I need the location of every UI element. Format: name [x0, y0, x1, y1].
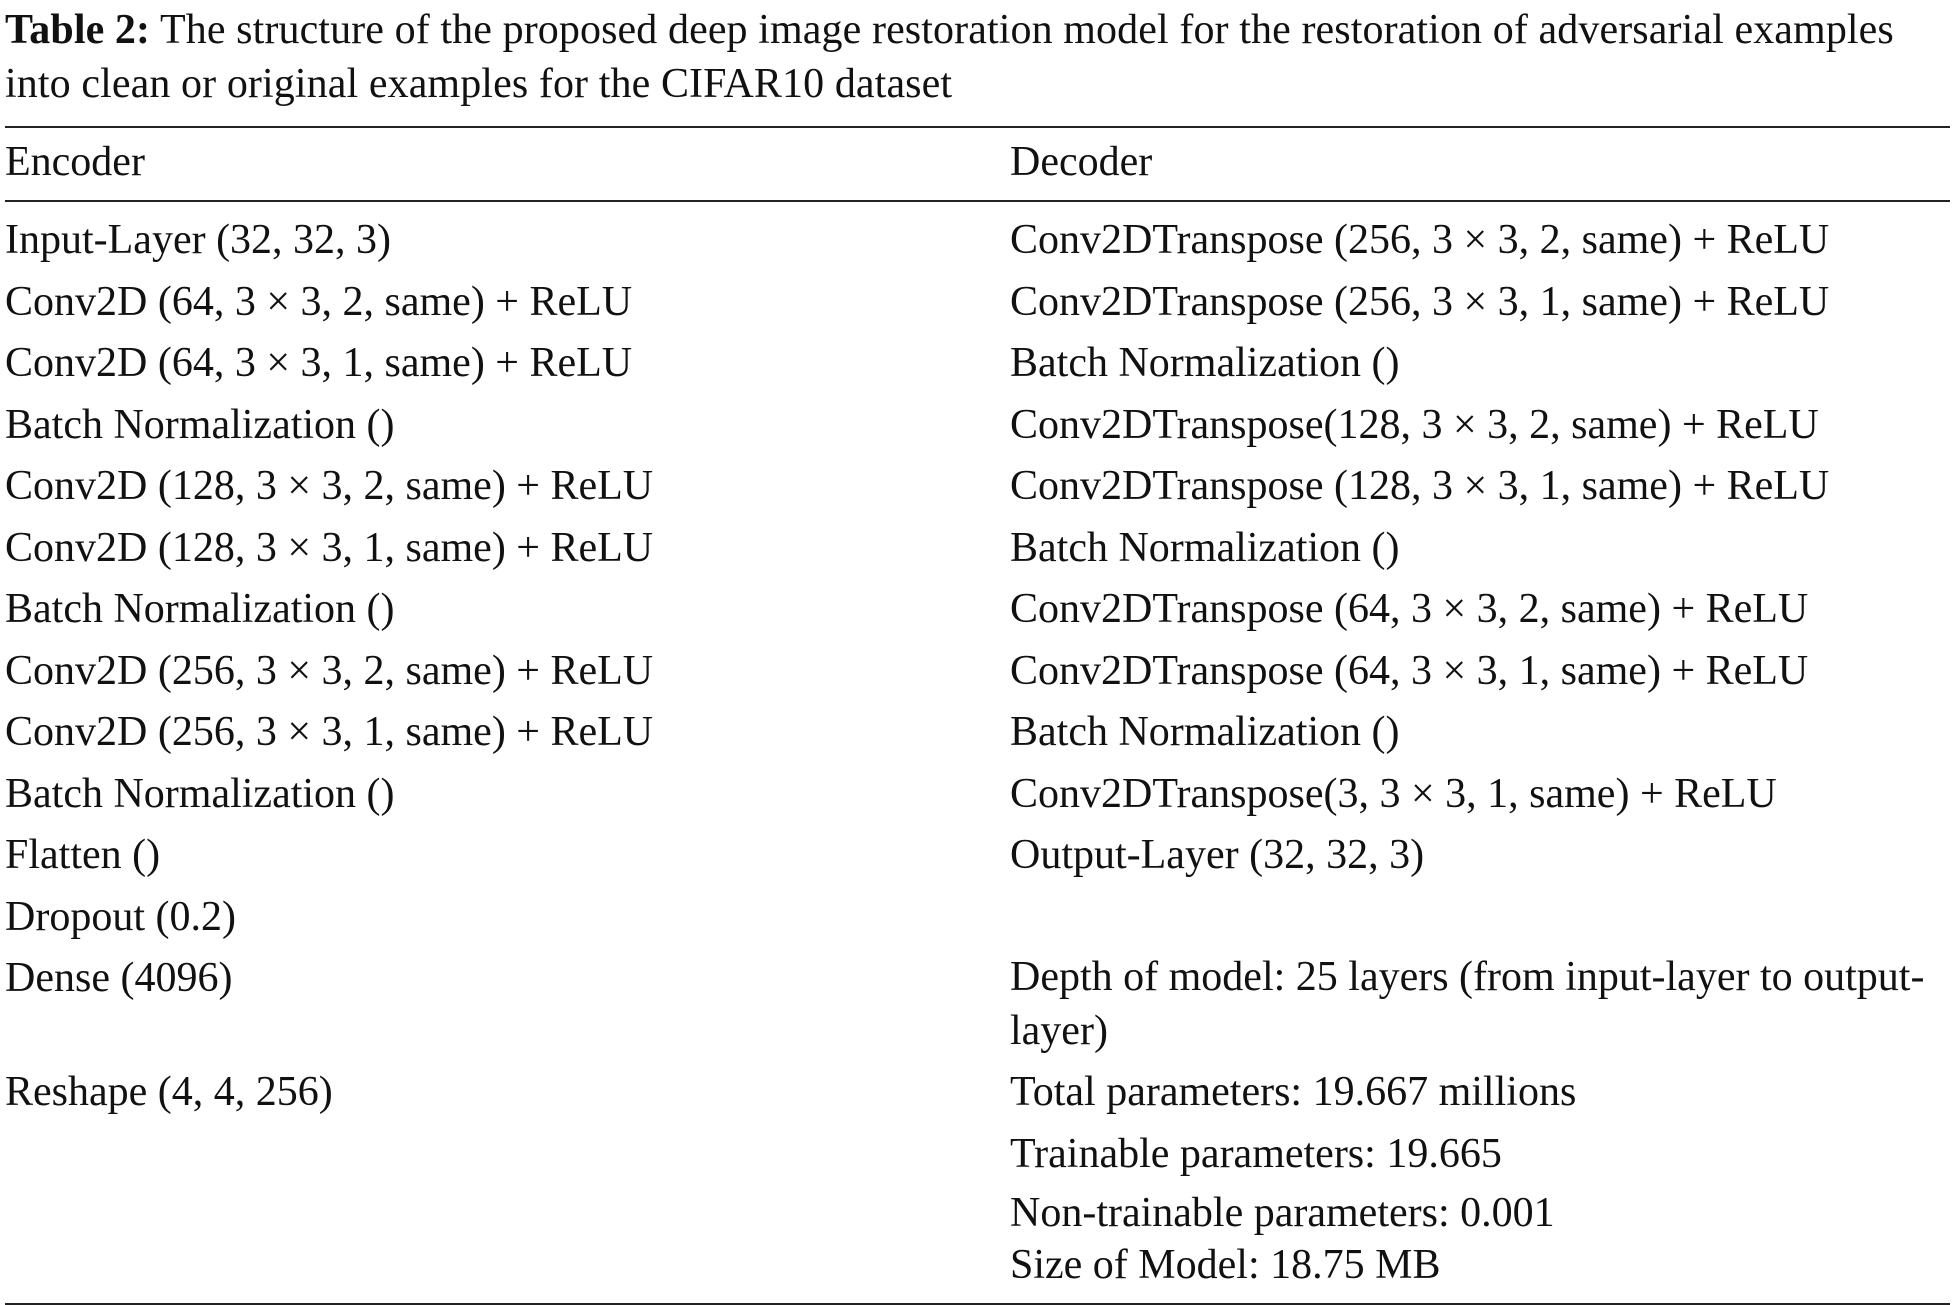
table-row: Input-Layer (32, 32, 3) Conv2DTranspose … — [5, 201, 1950, 274]
decoder-cell: Trainable parameters: 19.665 — [1010, 1130, 1502, 1177]
decoder-line-model-size: Size of Model: 18.75 MB — [1010, 1242, 1441, 1288]
decoder-cell: Depth of model: 25 layers (from input-la… — [1010, 954, 1925, 1054]
table-row: Reshape (4, 4, 256) Total parameters: 19… — [5, 1064, 1950, 1126]
encoder-cell: Conv2D (256, 3 × 3, 2, same) + ReLU — [5, 647, 654, 694]
table-row: Dense (4096) Depth of model: 25 layers (… — [5, 950, 1950, 1064]
table-row: Conv2D (256, 3 × 3, 2, same) + ReLU Conv… — [5, 643, 1950, 705]
encoder-cell: Input-Layer (32, 32, 3) — [5, 217, 392, 263]
header-encoder: Encoder — [5, 128, 1010, 202]
encoder-cell — [5, 1126, 1010, 1188]
decoder-cell: Conv2DTranspose(3, 3 × 3, 1, same) + ReL… — [1010, 770, 1777, 817]
encoder-cell: Conv2D (64, 3 × 3, 1, same) + ReLU — [5, 340, 633, 386]
decoder-cell: Conv2DTranspose (256, 3 × 3, 1, same) + … — [1010, 278, 1830, 325]
table-header-row: Encoder Decoder — [5, 128, 1950, 202]
encoder-cell: Dense (4096) — [5, 955, 233, 1001]
encoder-cell: Conv2D (64, 3 × 3, 2, same) + ReLU — [5, 278, 633, 325]
table-row: Batch Normalization () Conv2DTranspose(1… — [5, 397, 1950, 459]
header-decoder: Decoder — [1010, 128, 1950, 202]
table-row: Batch Normalization () Conv2DTranspose(3… — [5, 766, 1950, 828]
table-caption: Table 2: The structure of the proposed d… — [5, 0, 1950, 111]
table-row: Conv2D (128, 3 × 3, 2, same) + ReLU Conv… — [5, 458, 1950, 520]
table-row: Conv2D (256, 3 × 3, 1, same) + ReLU Batc… — [5, 704, 1950, 766]
table-row: Conv2D (64, 3 × 3, 1, same) + ReLU Batch… — [5, 335, 1950, 397]
table-row: Conv2D (128, 3 × 3, 1, same) + ReLU Batc… — [5, 520, 1950, 582]
encoder-cell: Conv2D (128, 3 × 3, 2, same) + ReLU — [5, 463, 654, 509]
table-row: Batch Normalization () Conv2DTranspose (… — [5, 581, 1950, 643]
encoder-cell: Dropout (0.2) — [5, 893, 236, 940]
decoder-cell: Output-Layer (32, 32, 3) — [1010, 832, 1425, 878]
encoder-cell — [5, 1187, 1010, 1297]
decoder-cell: Conv2DTranspose (64, 3 × 3, 2, same) + R… — [1010, 586, 1809, 632]
table-bottom-rule — [5, 1303, 1950, 1305]
model-structure-table: Encoder Decoder Input-Layer (32, 32, 3) … — [5, 128, 1950, 1297]
paper-page: Table 2: The structure of the proposed d… — [5, 0, 1950, 1305]
encoder-cell: Batch Normalization () — [5, 770, 395, 817]
decoder-cell: Conv2DTranspose(128, 3 × 3, 2, same) + R… — [1010, 401, 1819, 448]
decoder-cell — [1010, 889, 1950, 951]
decoder-cell: Non-trainable parameters: 0.001 Size of … — [1010, 1187, 1950, 1297]
decoder-cell: Batch Normalization () — [1010, 709, 1400, 755]
encoder-cell: Conv2D (128, 3 × 3, 1, same) + ReLU — [5, 524, 654, 571]
table-row: Conv2D (64, 3 × 3, 2, same) + ReLU Conv2… — [5, 274, 1950, 336]
decoder-cell: Conv2DTranspose (128, 3 × 3, 1, same) + … — [1010, 463, 1830, 509]
encoder-cell: Conv2D (256, 3 × 3, 1, same) + ReLU — [5, 709, 654, 755]
table-row: Trainable parameters: 19.665 — [5, 1126, 1950, 1188]
encoder-cell: Flatten () — [5, 832, 161, 878]
decoder-line-non-trainable: Non-trainable parameters: 0.001 — [1010, 1190, 1555, 1236]
table-caption-label: Table 2: — [5, 7, 151, 53]
table-row: Dropout (0.2) — [5, 889, 1950, 951]
table-caption-text: The structure of the proposed deep image… — [5, 7, 1894, 107]
decoder-cell: Batch Normalization () — [1010, 340, 1400, 386]
decoder-cell: Total parameters: 19.667 millions — [1010, 1069, 1577, 1115]
encoder-cell: Batch Normalization () — [5, 586, 395, 632]
table-top-rule — [5, 126, 1950, 128]
decoder-cell: Conv2DTranspose (256, 3 × 3, 2, same) + … — [1010, 217, 1830, 263]
decoder-cell: Batch Normalization () — [1010, 524, 1400, 571]
table-body: Input-Layer (32, 32, 3) Conv2DTranspose … — [5, 201, 1950, 1297]
encoder-cell: Reshape (4, 4, 256) — [5, 1069, 333, 1115]
table-row: Non-trainable parameters: 0.001 Size of … — [5, 1187, 1950, 1297]
decoder-cell: Conv2DTranspose (64, 3 × 3, 1, same) + R… — [1010, 647, 1809, 694]
encoder-cell: Batch Normalization () — [5, 401, 395, 448]
table-row: Flatten () Output-Layer (32, 32, 3) — [5, 827, 1950, 889]
